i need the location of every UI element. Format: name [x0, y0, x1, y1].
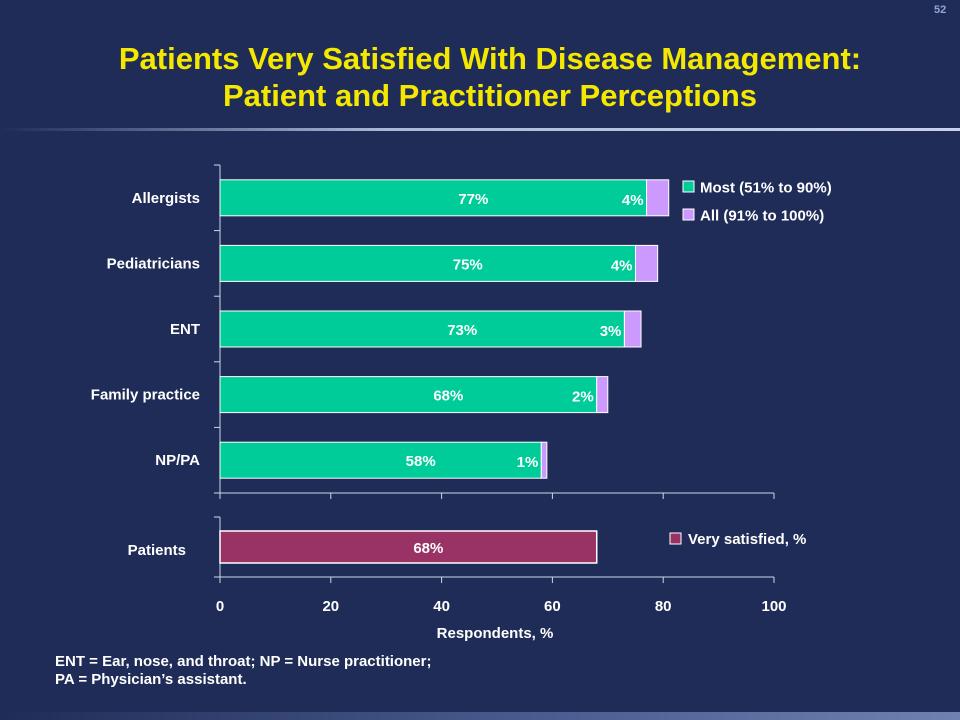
x-tick-label: 100: [761, 598, 786, 615]
legend-label-most: Most (51% to 90%): [700, 180, 832, 197]
data-label-all: 4%: [622, 192, 644, 209]
legend-swatch-all: [682, 208, 695, 221]
bar-all: [596, 376, 609, 414]
x-axis-title: Respondents, %: [437, 625, 554, 642]
category-label: ENT: [170, 321, 200, 338]
bar-most: [219, 310, 625, 348]
data-label-all: 2%: [572, 389, 594, 406]
data-label-most: 77%: [458, 191, 488, 208]
legend-label-patients: Very satisfied, %: [688, 531, 806, 548]
bar-all: [646, 179, 670, 217]
slide-title: Patients Very Satisfied With Disease Man…: [20, 40, 960, 114]
footnote-line-1: ENT = Ear, nose, and throat; NP = Nurse …: [55, 653, 432, 670]
category-label: Family practice: [91, 387, 200, 404]
bottom-accent-bar: [0, 712, 960, 720]
bar-all: [540, 441, 548, 479]
data-label-most: 68%: [433, 388, 463, 405]
category-label: Pediatricians: [107, 255, 200, 272]
x-tick-label: 20: [322, 598, 339, 615]
data-label-all: 4%: [611, 257, 633, 274]
bar-all: [635, 244, 659, 282]
bar-most: [219, 244, 636, 282]
x-tick-label: 60: [544, 598, 561, 615]
slide-number: 52: [934, 4, 947, 16]
category-label: Patients: [128, 542, 186, 559]
data-label-all: 1%: [517, 454, 539, 471]
footnote-line-2: PA = Physician’s assistant.: [55, 671, 247, 688]
data-label-all: 3%: [600, 323, 622, 340]
title-line-2: Patient and Practitioner Perceptions: [222, 78, 758, 113]
bar-patients: [219, 530, 598, 564]
legend-swatch-most: [682, 180, 695, 193]
title-line-1: Patients Very Satisfied With Disease Man…: [118, 41, 862, 76]
category-label: Allergists: [132, 190, 200, 207]
bar-most: [219, 441, 542, 479]
data-label-most: 75%: [453, 256, 483, 273]
data-label-most: 58%: [406, 453, 436, 470]
x-tick-label: 40: [433, 598, 450, 615]
bar-most: [219, 179, 648, 217]
bar-all: [623, 310, 642, 348]
title-divider: [0, 128, 960, 131]
bar-most: [219, 376, 598, 414]
category-label: NP/PA: [155, 452, 200, 469]
x-tick-label: 80: [655, 598, 672, 615]
x-tick-label: 0: [216, 598, 224, 615]
footnote: ENT = Ear, nose, and throat; NP = Nurse …: [55, 653, 431, 689]
legend-swatch-patients: [669, 532, 682, 545]
data-label-most: 73%: [447, 322, 477, 339]
data-label-patients: 68%: [413, 540, 443, 557]
legend-label-all: All (91% to 100%): [700, 208, 824, 225]
